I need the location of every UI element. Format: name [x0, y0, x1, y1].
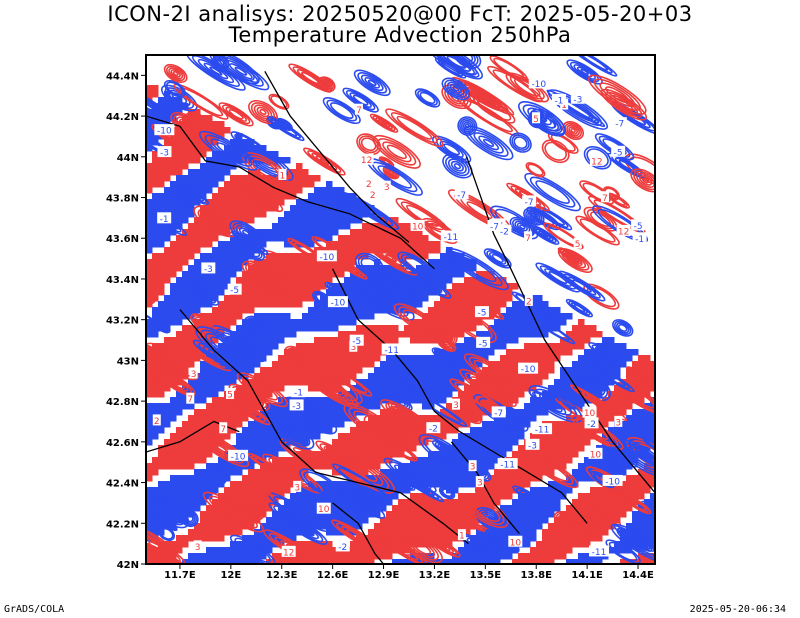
x-tick-label: 13.2E	[419, 570, 451, 581]
y-tick-label: 44.2N	[106, 112, 139, 123]
y-tick-label: 43.6N	[106, 234, 139, 245]
x-tick-label: 14.1E	[571, 570, 603, 581]
y-tick-label: 44.4N	[106, 71, 139, 82]
advection-contours	[146, 55, 655, 564]
x-axis: 11.7E 12E 12.3E 12.6E 12.9E 13.2E 13.5E 13.8E 14…	[164, 564, 654, 581]
plot-frame	[145, 54, 656, 565]
y-axis: 42N 42.2N 42.4N 42.6N 42.8N 43N 43.2N 43.4N 43.6…	[106, 71, 146, 571]
contour-labels: -1031210-3-7-5-1-773-315-11-5-2-1312-105…	[152, 77, 647, 558]
y-tick-label: 43.4N	[106, 275, 139, 286]
footer-software-credit: GrADS/COLA	[4, 604, 65, 615]
x-tick-label: 13.5E	[470, 570, 502, 581]
x-tick-label: 14.4E	[622, 570, 654, 581]
x-tick-label: 13.8E	[520, 570, 552, 581]
x-tick-label: 12.6E	[317, 570, 349, 581]
y-tick-label: 44N	[117, 153, 139, 164]
y-tick-label: 42N	[117, 560, 139, 571]
map-subtitle: Temperature Advection 250hPa	[228, 23, 572, 47]
x-tick-label: 12E	[220, 570, 241, 581]
y-tick-label: 43.8N	[106, 194, 139, 205]
y-tick-label: 42.8N	[106, 397, 139, 408]
footer-timestamp: 2025-05-20-06:34	[689, 604, 786, 615]
map-title: ICON-2I analisys: 20250520@00 FcT: 2025-…	[107, 2, 693, 26]
x-tick-label: 12.9E	[368, 570, 400, 581]
x-tick-label: 12.3E	[266, 570, 298, 581]
y-tick-label: 43N	[117, 356, 139, 367]
y-tick-label: 42.4N	[106, 479, 139, 490]
y-tick-label: 42.2N	[106, 519, 139, 530]
x-tick-label: 11.7E	[164, 570, 196, 581]
y-tick-label: 43.2N	[106, 316, 139, 327]
region-borders	[146, 70, 655, 564]
y-tick-label: 42.6N	[106, 438, 139, 449]
